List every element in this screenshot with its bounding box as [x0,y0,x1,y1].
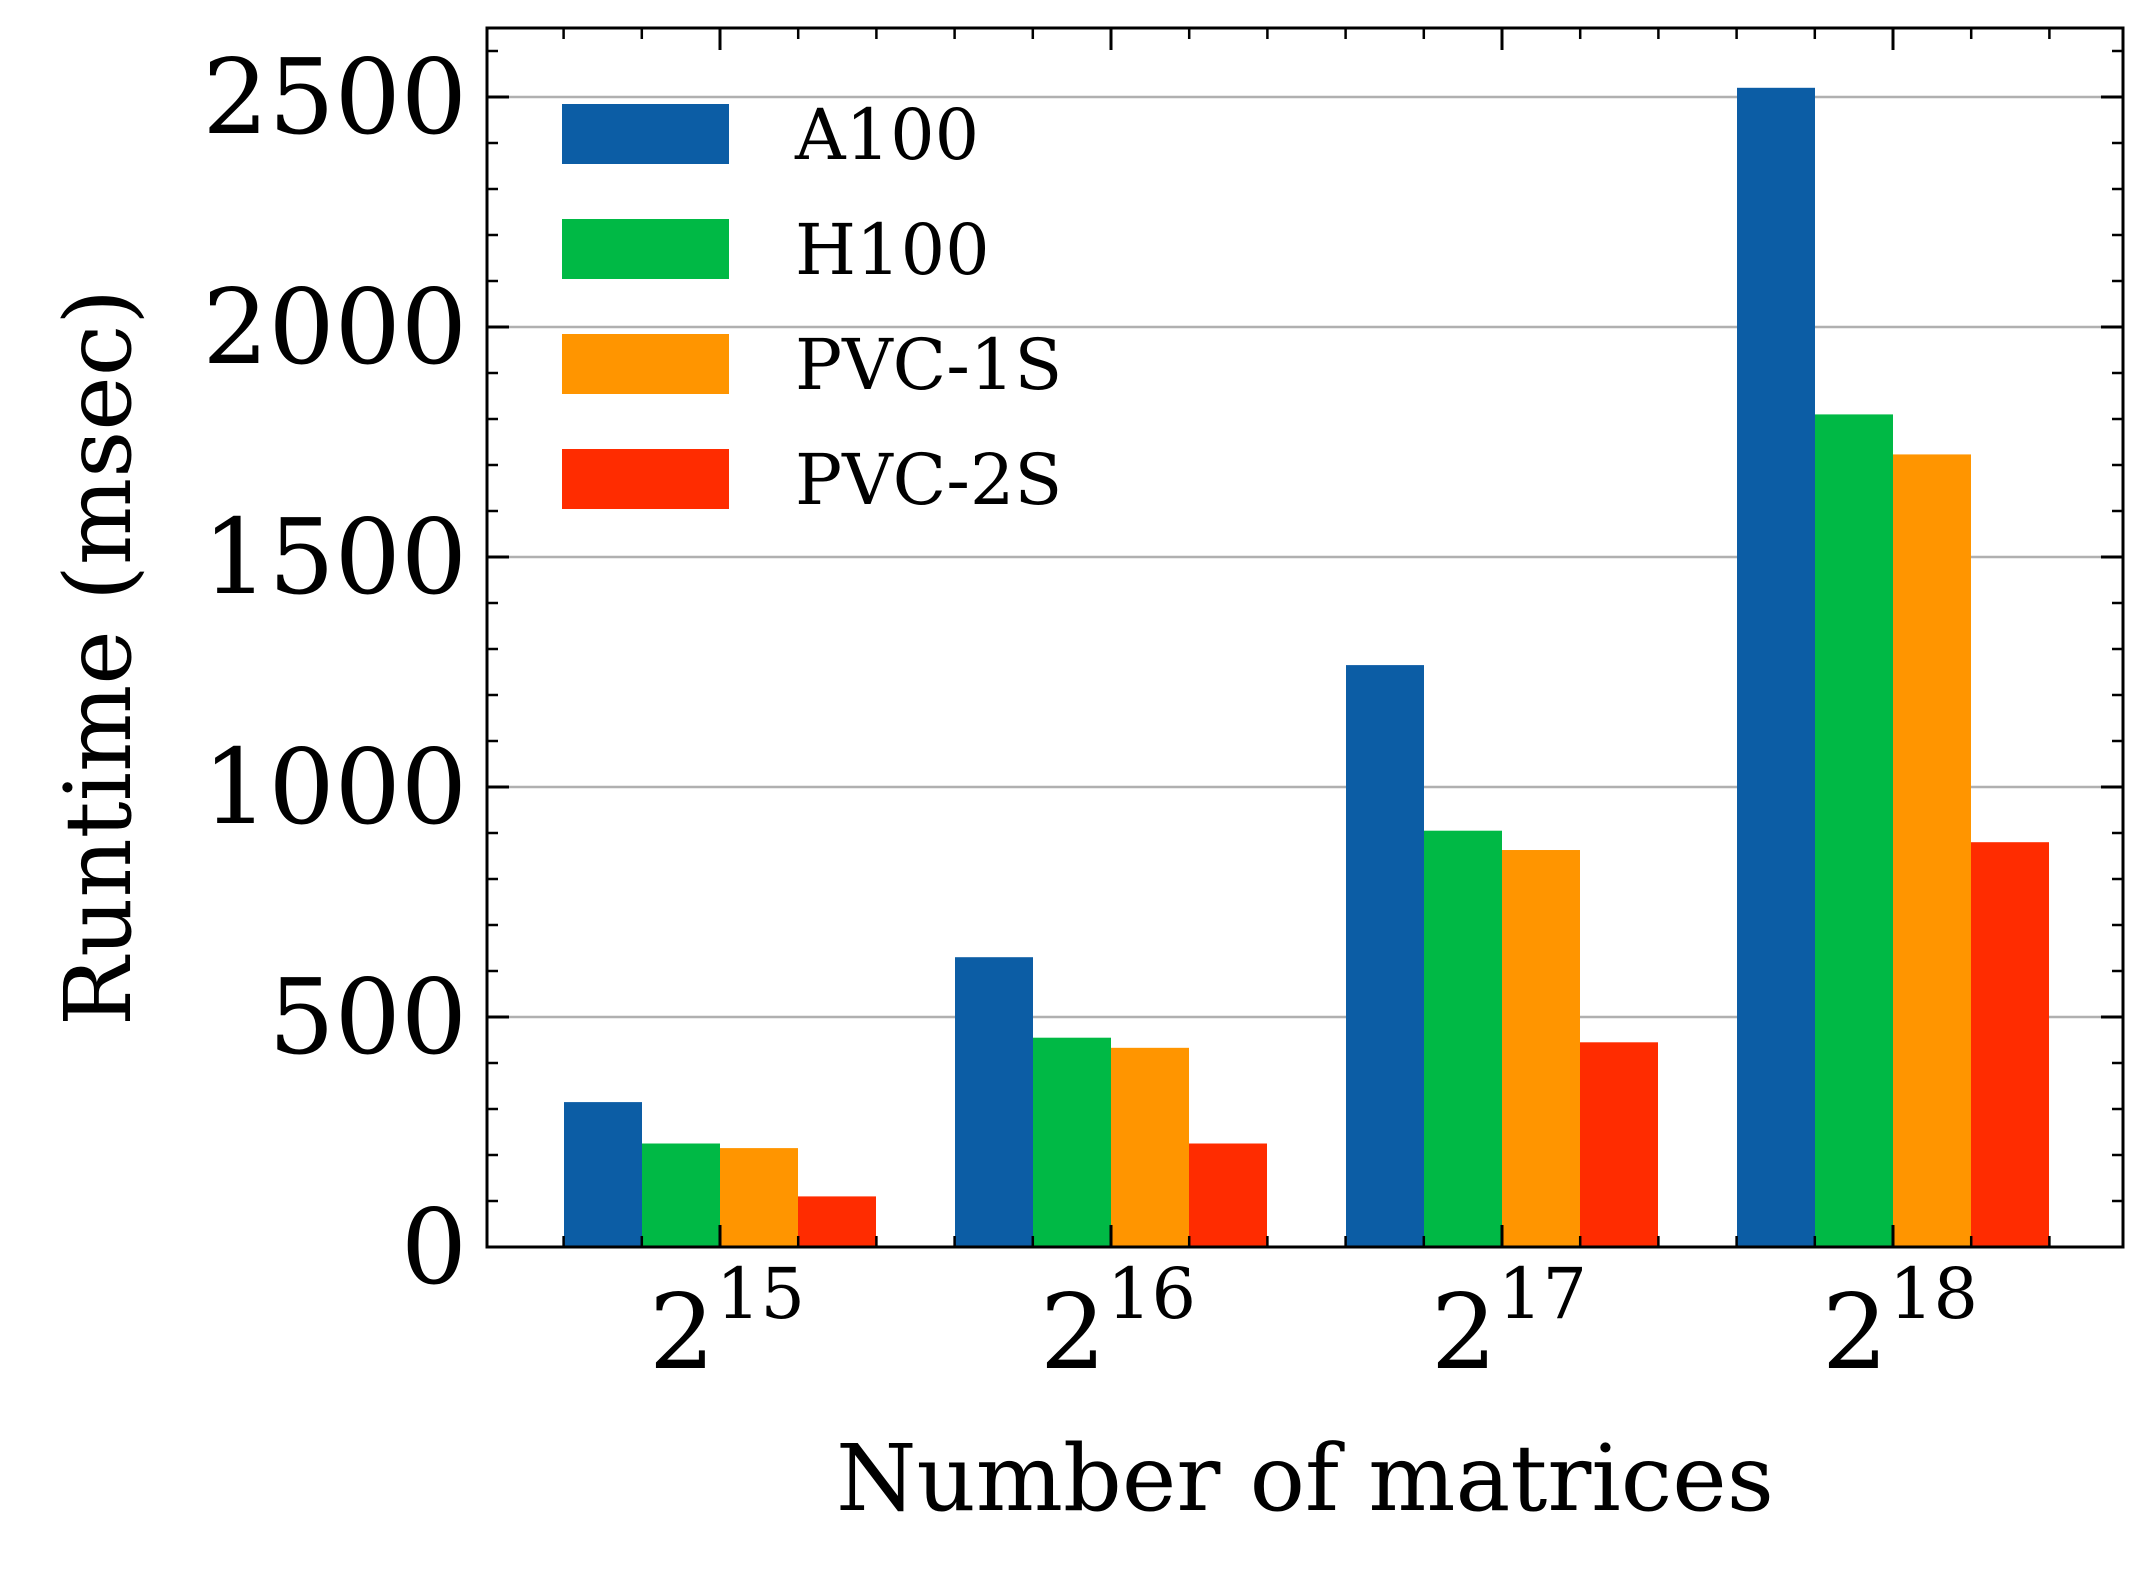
bar-pvc-2s-2^16 [1189,1143,1267,1247]
bar-pvc-1s-2^15 [720,1148,798,1247]
bar-h100-2^16 [1033,1037,1111,1247]
bar-a100-2^15 [564,1102,642,1247]
y-tick-label-1000: 1000 [202,726,467,848]
legend-swatch [562,449,729,509]
legend-swatch [562,104,729,164]
x-tick-base: 2 [649,1271,715,1393]
bar-a100-2^18 [1737,87,1815,1247]
legend-label: A100 [794,94,979,176]
x-axis-label: Number of matrices [836,1425,1774,1532]
bar-h100-2^17 [1424,830,1502,1247]
x-tick-label-2^15: 2 15 [649,1253,805,1393]
x-tick-label-2^18: 2 18 [1822,1253,1978,1393]
y-tick-label-2500: 2500 [202,36,467,158]
axes [485,26,2125,1249]
x-tick-base: 2 [1431,1271,1497,1393]
y-axis-label: Runtime (msec) [45,289,152,1026]
x-tick-label-2^17: 2 17 [1431,1253,1587,1393]
bar-pvc-1s-2^18 [1893,454,1971,1247]
bar-pvc-2s-2^17 [1580,1042,1658,1247]
bar-pvc-2s-2^15 [798,1196,876,1247]
bar-a100-2^16 [955,957,1033,1247]
y-tick-label-500: 500 [268,956,467,1078]
ticks [487,28,2123,1249]
bar-pvc-1s-2^17 [1502,850,1580,1247]
y-tick-label-0: 0 [401,1186,467,1308]
plot-frame [485,26,2125,1249]
bar-h100-2^18 [1815,414,1893,1247]
bar-pvc-2s-2^18 [1971,842,2049,1247]
legend-item-pvc-1s: PVC-1S [562,324,1062,406]
bar-a100-2^17 [1346,665,1424,1247]
legend-item-h100: H100 [562,209,990,291]
x-tick-exponent: 15 [716,1253,805,1335]
legend-label: H100 [795,209,990,291]
bar-h100-2^15 [642,1143,720,1247]
legend-item-pvc-2s: PVC-2S [562,439,1062,521]
y-tick-label-2000: 2000 [202,266,467,388]
x-tick-label-2^16: 2 16 [1040,1253,1196,1393]
x-tick-exponent: 16 [1107,1253,1196,1335]
legend-label: PVC-1S [795,324,1062,406]
y-tick-label-1500: 1500 [202,496,467,618]
legend-label: PVC-2S [795,439,1062,521]
x-tick-base: 2 [1822,1271,1888,1393]
legend-swatch [562,334,729,394]
x-tick-exponent: 18 [1889,1253,1978,1335]
x-tick-base: 2 [1040,1271,1106,1393]
legend-item-a100: A100 [562,94,979,176]
legend-swatch [562,219,729,279]
bars [564,87,2049,1247]
x-tick-exponent: 17 [1498,1253,1587,1335]
bar-pvc-1s-2^16 [1111,1047,1189,1247]
legend: A100 H100 PVC-1S PVC-2S [562,94,1062,521]
